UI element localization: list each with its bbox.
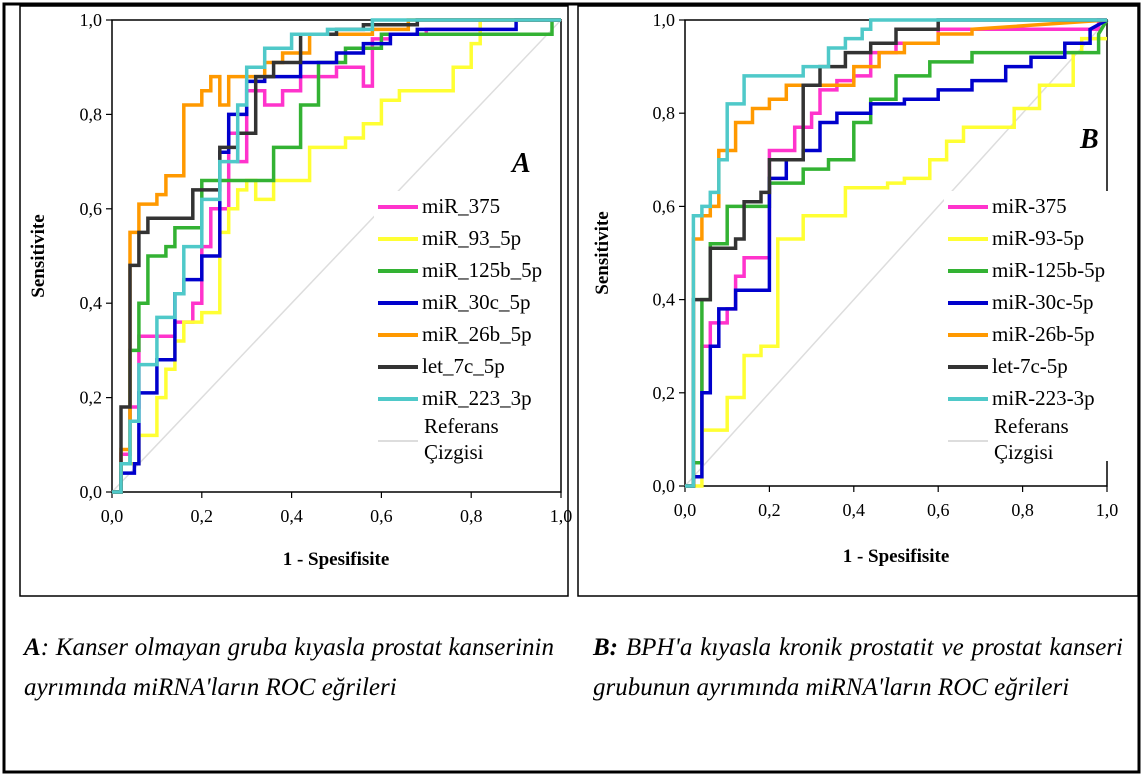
legend-label: let-7c-5p [992,354,1068,378]
caption-b-text: BPH'a kıyasla kronik prostatit ve prosta… [593,634,1123,701]
x-tick-label: 0,0 [674,500,697,520]
caption-a: A: Kanser olmayan gruba kıyasla prostat … [24,628,554,708]
x-tick-label: 0,4 [843,500,866,520]
x-axis-label: 1 - Spesifisite [843,546,950,567]
legend-label: miR-26b-5p [992,322,1095,346]
y-tick-label: 0,8 [653,103,676,123]
legend-label: miR-30c-5p [992,290,1093,314]
caption-a-letter: A [24,634,41,661]
caption-a-text: : Kanser olmayan gruba kıyasla prostat k… [24,634,554,701]
x-tick-label: 0,6 [927,500,950,520]
y-tick-label: 0,2 [653,383,676,403]
x-tick-label: 0,2 [758,500,781,520]
panel-letter: B [1079,124,1099,155]
legend-label: miR-223-3p [992,386,1095,410]
caption-b: B: BPH'a kıyasla kronik prostatit ve pro… [593,628,1123,708]
legend-label: miR-93-5p [992,226,1084,250]
y-axis-label: Sensitivite [592,211,613,294]
legend-label-reference-2: Çizgisi [994,440,1054,464]
y-tick-label: 0,6 [653,196,676,216]
caption-b-letter: B: [593,634,618,661]
legend-label: miR-125b-5p [992,258,1105,282]
legend-label-reference: Referans [994,414,1069,438]
x-tick-label: 1,0 [1096,500,1119,520]
y-tick-label: 0,0 [653,476,676,496]
x-tick-label: 0,8 [1011,500,1034,520]
y-tick-label: 0,4 [653,290,676,310]
legend-label: miR-375 [992,194,1067,218]
y-tick-label: 1,0 [653,10,676,30]
